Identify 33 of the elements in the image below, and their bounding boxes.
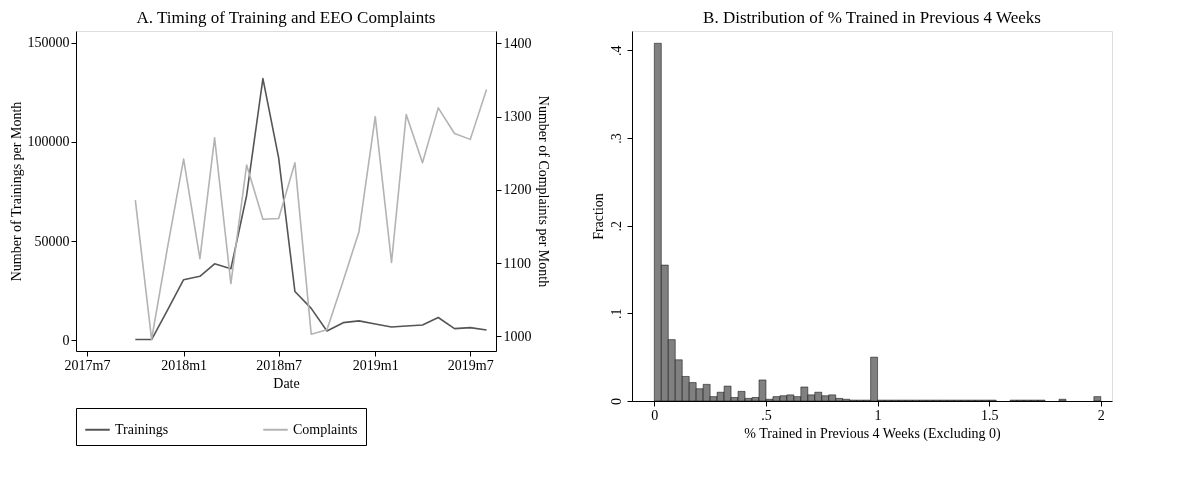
y2-tick-label: 1000 [503,328,532,344]
x-tick-label: 2019m1 [352,357,399,373]
legend-label: Complaints [293,421,358,437]
y2-tick-label: 1300 [503,109,532,125]
x-tick-label: 2019m7 [447,357,494,373]
chart-title: B. Distribution of % Trained in Previous 4 Weeks [703,8,1041,27]
x-tick-label: 0 [651,407,659,423]
y-tick-label: .1 [608,308,624,320]
y-tick-label: 150000 [27,35,70,51]
x-axis-title: % Trained in Previous 4 Weeks (Excluding 0) [744,425,1002,442]
y-tick-label: .2 [608,220,624,232]
x-tick-label: 2018m1 [161,357,208,373]
y-tick-label: .3 [608,133,624,144]
y2-tick-label: 1400 [503,35,532,51]
y-tick-label: 50000 [34,233,70,249]
y-axis-title: Number of Trainings per Month [8,101,24,282]
y2-tick-label: 1200 [503,182,532,198]
y-tick-label: 100000 [27,134,70,150]
y-tick-label: 0 [608,398,624,405]
x-tick-label: .5 [761,407,772,423]
y-tick-label: 0 [62,332,70,348]
x-tick-label: 1.5 [980,407,999,423]
x-tick-label: 2018m7 [256,357,303,373]
x-tick-label: 2017m7 [64,357,111,373]
x-tick-label: 1 [874,407,882,423]
y2-tick-label: 1100 [503,255,531,271]
chart-title: A. Timing of Training and EEO Complaints [136,8,436,27]
y2-axis-title: Number of Complaints per Month [535,95,551,288]
y-tick-label: .4 [608,45,624,57]
x-tick-label: 2 [1097,407,1105,423]
y-axis-title: Fraction [590,193,606,240]
legend-label: Trainings [115,421,169,437]
x-axis-title: Date [273,375,300,391]
